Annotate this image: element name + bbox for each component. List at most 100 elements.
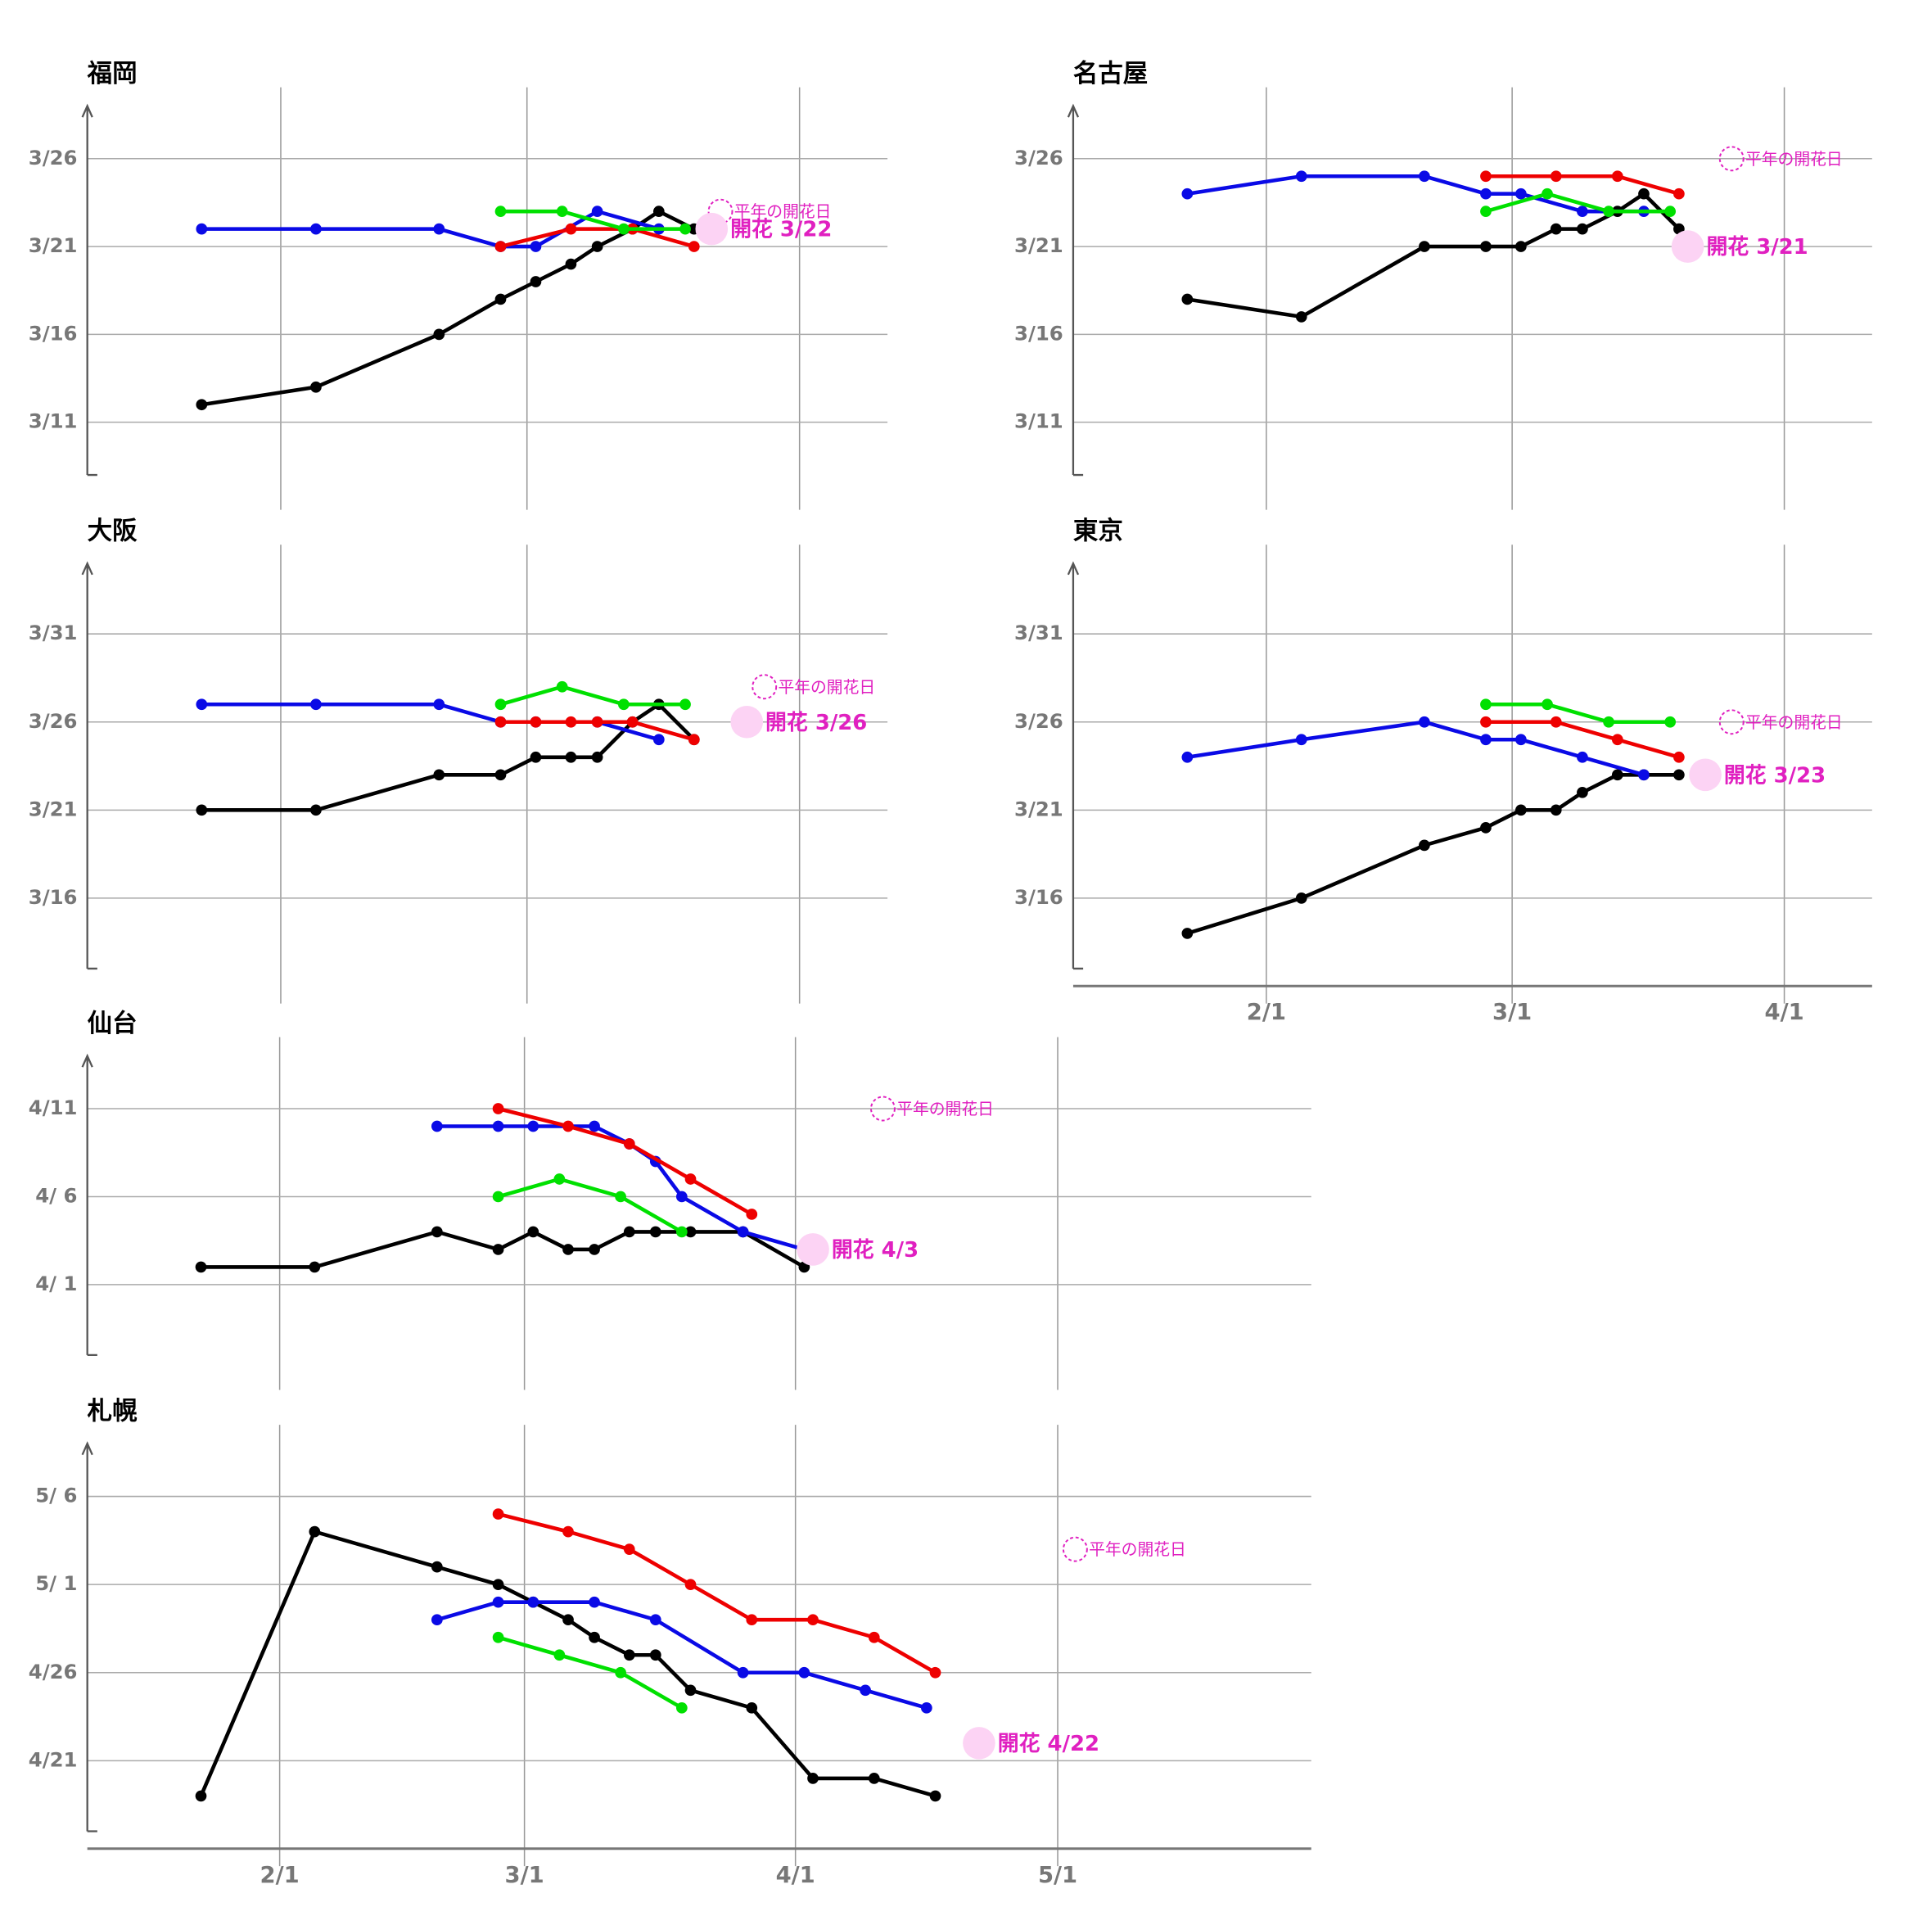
series-point (431, 1120, 443, 1132)
x-tick-label: 4/1 (1765, 1000, 1804, 1025)
chart-title: 仙台 (88, 1010, 138, 1038)
bloom-label: 開花 3/21 (1706, 235, 1808, 260)
series-point (527, 1226, 539, 1238)
series-point (860, 1684, 871, 1697)
series-point (1577, 751, 1588, 763)
series-point (310, 698, 322, 711)
y-tick-label: 4/11 (29, 1096, 78, 1119)
series-point (1181, 928, 1194, 939)
y-axis (81, 1053, 97, 1357)
series-point (556, 680, 568, 693)
normal-bloom-label: 平年の開花日 (1089, 1540, 1186, 1559)
normal-bloom-label: 平年の開花日 (896, 1100, 994, 1118)
y-axis (1067, 103, 1084, 477)
series-point (1638, 188, 1650, 200)
series-point (1295, 311, 1307, 323)
normal-bloom-marker (1718, 146, 1745, 172)
series-point (1515, 804, 1527, 816)
y-axis (81, 1441, 97, 1832)
series-point (433, 769, 445, 781)
series-point (929, 1790, 941, 1802)
series-point (565, 258, 577, 270)
series-point (553, 1649, 566, 1661)
series-point (492, 1631, 504, 1643)
series-point (615, 1191, 626, 1203)
series-point (562, 1525, 574, 1538)
series-point (565, 751, 577, 763)
normal-bloom-label: 平年の開花日 (1745, 713, 1843, 732)
series-point (1577, 786, 1588, 798)
series-line (1186, 720, 1645, 777)
series-line (499, 227, 695, 249)
series-point (649, 1614, 661, 1626)
series-point (494, 716, 507, 728)
series-line (436, 1124, 805, 1252)
series-line (201, 209, 695, 407)
series-line (1485, 702, 1671, 725)
series-point (1480, 716, 1492, 728)
series-point (1515, 188, 1527, 200)
series-point (618, 698, 630, 711)
series-point (1550, 170, 1562, 183)
bloom-label: 開花 3/22 (730, 218, 832, 242)
x-tick-label: 3/1 (1492, 1000, 1532, 1025)
series-point (1480, 170, 1492, 183)
x-tick-label: 2/1 (260, 1863, 300, 1888)
y-tick-label: 3/21 (1014, 233, 1063, 257)
series-point (1480, 734, 1492, 746)
series-point (589, 1244, 600, 1255)
series-point (1664, 206, 1677, 218)
series-line (1485, 174, 1680, 196)
series-point (492, 1579, 504, 1591)
series-point (1603, 716, 1614, 728)
x-tick-label: 3/1 (505, 1863, 544, 1888)
series-point (310, 223, 322, 235)
series-point (623, 1226, 635, 1238)
series-line (500, 720, 695, 742)
y-axis (1067, 561, 1084, 970)
normal-bloom-marker (1718, 709, 1745, 735)
series-point (746, 1701, 758, 1714)
series-point (1515, 734, 1527, 746)
series-point (196, 399, 208, 411)
y-tick-label: 5/ 6 (35, 1484, 77, 1507)
series-point (195, 1790, 207, 1802)
normal-bloom-marker (1062, 1536, 1088, 1562)
normal-bloom-label: 平年の開花日 (778, 678, 875, 697)
series-point (1577, 223, 1588, 235)
series-point (309, 1525, 321, 1538)
series-point (431, 1226, 443, 1238)
series-point (494, 206, 507, 218)
series-point (492, 1508, 504, 1520)
normal-bloom-label: 平年の開花日 (1745, 150, 1843, 169)
series-point (195, 1261, 207, 1273)
series-point (591, 751, 603, 763)
series-point (1295, 734, 1307, 746)
series-line (1186, 191, 1681, 319)
series-line (201, 702, 696, 812)
chart-title: 東京 (1073, 517, 1123, 546)
y-tick-label: 3/16 (1014, 321, 1063, 345)
bloom-marker (963, 1727, 995, 1760)
y-axis (81, 103, 97, 477)
series-point (652, 206, 665, 218)
normal-bloom-label: 平年の開花日 (734, 202, 832, 221)
series-point (527, 1120, 539, 1132)
series-point (1295, 892, 1307, 904)
series-point (1480, 241, 1492, 252)
series-point (626, 716, 639, 728)
series-point (309, 1261, 321, 1273)
x-tick-label: 4/1 (776, 1863, 815, 1888)
y-tick-label: 3/16 (29, 885, 78, 909)
bloom-marker (695, 212, 729, 246)
series-line (500, 209, 686, 231)
series-point (1664, 716, 1677, 728)
series-point (1673, 769, 1685, 781)
series-point (1419, 716, 1430, 728)
bloom-marker (1689, 758, 1722, 792)
series-point (591, 206, 603, 218)
series-point (807, 1614, 819, 1626)
series-point (530, 751, 542, 763)
bloom-label: 開花 3/23 (1724, 763, 1826, 788)
series-point (1181, 293, 1194, 305)
